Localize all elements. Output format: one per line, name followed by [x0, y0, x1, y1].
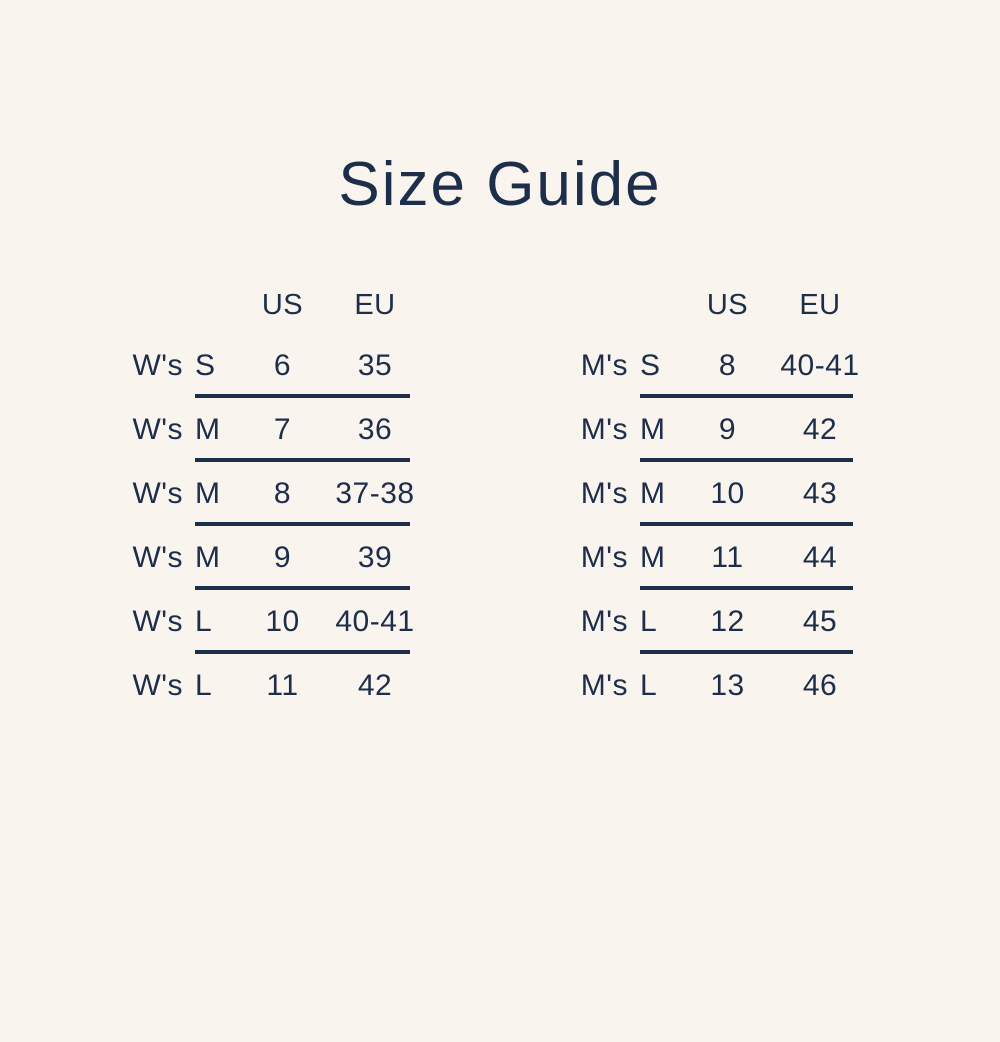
row-eu-value: 39 — [357, 540, 393, 574]
row-size-label: M — [640, 476, 666, 510]
size-tables-container: US EU W's S 6 35 W's M 7 36 W's M 8 37-3… — [0, 278, 1000, 718]
us-column-header: US — [706, 289, 749, 322]
row-eu-value: 36 — [357, 412, 393, 446]
row-us-value: 8 — [718, 348, 737, 382]
row-eu-value: 37-38 — [335, 476, 415, 510]
row-us-value: 6 — [273, 348, 292, 382]
row-size-label: M — [195, 540, 221, 574]
row-eu-value: 35 — [357, 348, 393, 382]
row-us-value: 10 — [710, 476, 745, 510]
row-size-label: L — [640, 604, 658, 638]
table-row: M's M 10 43 — [578, 462, 870, 526]
row-group-label: W's — [132, 604, 183, 638]
table-row: W's L 11 42 — [130, 654, 425, 718]
row-size-label: M — [640, 412, 666, 446]
row-group-label: M's — [580, 540, 628, 574]
row-us-value: 10 — [265, 604, 300, 638]
row-size-label: L — [640, 668, 658, 702]
eu-column-header: EU — [799, 289, 841, 322]
eu-column-header: EU — [354, 289, 396, 322]
row-us-value: 9 — [718, 412, 737, 446]
row-group-label: W's — [132, 668, 183, 702]
row-size-label: M — [195, 412, 221, 446]
row-eu-value: 40-41 — [335, 604, 415, 638]
row-size-label: M — [195, 476, 221, 510]
row-eu-value: 46 — [802, 668, 838, 702]
table-row: M's L 12 45 — [578, 590, 870, 654]
row-size-label: S — [195, 348, 216, 382]
row-group-label: M's — [580, 604, 628, 638]
row-us-value: 8 — [273, 476, 292, 510]
row-eu-value: 42 — [357, 668, 393, 702]
page-title: Size Guide — [338, 149, 662, 219]
mens-size-table: US EU M's S 8 40-41 M's M 9 42 M's M 10 … — [578, 278, 870, 718]
row-group-label: W's — [132, 412, 183, 446]
womens-table-header-row: US EU — [130, 278, 425, 334]
table-row: W's M 9 39 — [130, 526, 425, 590]
row-eu-value: 42 — [802, 412, 838, 446]
row-group-label: M's — [580, 348, 628, 382]
table-row: M's L 13 46 — [578, 654, 870, 718]
row-size-label: M — [640, 540, 666, 574]
womens-size-table: US EU W's S 6 35 W's M 7 36 W's M 8 37-3… — [130, 278, 425, 718]
row-eu-value: 45 — [802, 604, 838, 638]
row-us-value: 7 — [273, 412, 292, 446]
table-row: M's M 9 42 — [578, 398, 870, 462]
row-group-label: W's — [132, 476, 183, 510]
row-size-label: S — [640, 348, 661, 382]
table-row: M's M 11 44 — [578, 526, 870, 590]
table-row: W's L 10 40-41 — [130, 590, 425, 654]
table-row: W's M 7 36 — [130, 398, 425, 462]
mens-table-header-row: US EU — [578, 278, 870, 334]
row-eu-value: 40-41 — [780, 348, 860, 382]
row-us-value: 12 — [710, 604, 745, 638]
row-us-value: 9 — [273, 540, 292, 574]
row-eu-value: 43 — [802, 476, 838, 510]
row-group-label: M's — [580, 476, 628, 510]
row-us-value: 13 — [710, 668, 745, 702]
row-us-value: 11 — [266, 668, 299, 702]
row-us-value: 11 — [711, 540, 744, 574]
table-row: W's M 8 37-38 — [130, 462, 425, 526]
row-eu-value: 44 — [802, 540, 838, 574]
row-group-label: W's — [132, 348, 183, 382]
table-row: M's S 8 40-41 — [578, 334, 870, 398]
row-size-label: L — [195, 604, 213, 638]
table-row: W's S 6 35 — [130, 334, 425, 398]
us-column-header: US — [261, 289, 304, 322]
row-group-label: M's — [580, 412, 628, 446]
row-group-label: W's — [132, 540, 183, 574]
row-group-label: M's — [580, 668, 628, 702]
row-size-label: L — [195, 668, 213, 702]
